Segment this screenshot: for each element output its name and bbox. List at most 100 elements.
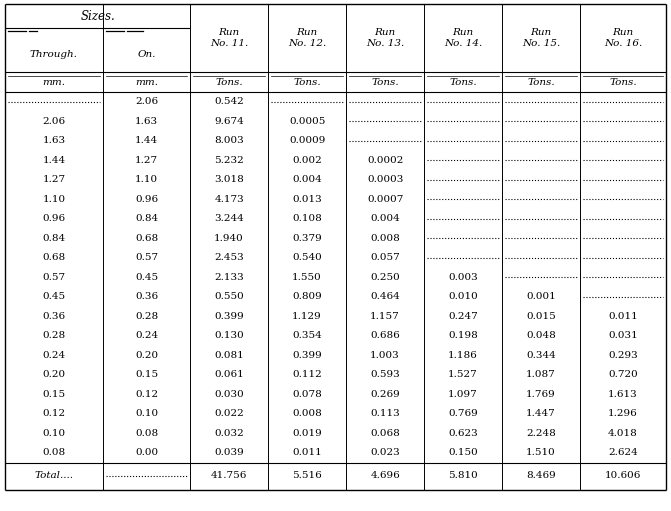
Text: 1.10: 1.10 xyxy=(42,195,66,204)
Text: 0.008: 0.008 xyxy=(370,234,400,243)
Text: 0.078: 0.078 xyxy=(292,390,322,399)
Text: 0.10: 0.10 xyxy=(135,409,158,418)
Text: 0.068: 0.068 xyxy=(370,429,400,438)
Text: 0.010: 0.010 xyxy=(448,292,478,301)
Text: 0.250: 0.250 xyxy=(370,273,400,282)
Text: 0.96: 0.96 xyxy=(42,214,66,223)
Text: 0.464: 0.464 xyxy=(370,292,400,301)
Text: 1.097: 1.097 xyxy=(448,390,478,399)
Text: 41.756: 41.756 xyxy=(211,472,248,480)
Text: 8.003: 8.003 xyxy=(214,136,244,145)
Text: 0.023: 0.023 xyxy=(370,448,400,457)
Text: 0.12: 0.12 xyxy=(135,390,158,399)
Text: 0.001: 0.001 xyxy=(526,292,556,301)
Text: 0.022: 0.022 xyxy=(214,409,244,418)
Text: 0.0007: 0.0007 xyxy=(367,195,403,204)
Text: Run
No. 13.: Run No. 13. xyxy=(366,28,404,48)
Text: 2.453: 2.453 xyxy=(214,253,244,262)
Text: 1.27: 1.27 xyxy=(42,175,66,184)
Text: 0.593: 0.593 xyxy=(370,370,400,379)
Text: Tons.: Tons. xyxy=(609,78,637,86)
Text: 4.173: 4.173 xyxy=(214,195,244,204)
Text: Tons.: Tons. xyxy=(293,78,321,86)
Text: 3.018: 3.018 xyxy=(214,175,244,184)
Text: 1.769: 1.769 xyxy=(526,390,556,399)
Text: 4.696: 4.696 xyxy=(370,472,400,480)
Text: Run
No. 14.: Run No. 14. xyxy=(444,28,482,48)
Text: 0.68: 0.68 xyxy=(42,253,66,262)
Text: 0.28: 0.28 xyxy=(135,312,158,321)
Text: 0.057: 0.057 xyxy=(370,253,400,262)
Text: 0.686: 0.686 xyxy=(370,331,400,340)
Text: 1.296: 1.296 xyxy=(608,409,638,418)
Text: 5.232: 5.232 xyxy=(214,156,244,165)
Text: Run
No. 11.: Run No. 11. xyxy=(210,28,248,48)
Text: 0.00: 0.00 xyxy=(135,448,158,457)
Text: 0.039: 0.039 xyxy=(214,448,244,457)
Text: 0.28: 0.28 xyxy=(42,331,66,340)
Text: 0.20: 0.20 xyxy=(135,351,158,360)
Text: 0.84: 0.84 xyxy=(135,214,158,223)
Text: 2.624: 2.624 xyxy=(608,448,638,457)
Text: 0.013: 0.013 xyxy=(292,195,322,204)
Text: 1.003: 1.003 xyxy=(370,351,400,360)
Text: 0.048: 0.048 xyxy=(526,331,556,340)
Text: 0.96: 0.96 xyxy=(135,195,158,204)
Text: 0.0002: 0.0002 xyxy=(367,156,403,165)
Text: 0.198: 0.198 xyxy=(448,331,478,340)
Text: 0.150: 0.150 xyxy=(448,448,478,457)
Text: 0.720: 0.720 xyxy=(608,370,638,379)
Text: 1.63: 1.63 xyxy=(135,117,158,126)
Text: 0.623: 0.623 xyxy=(448,429,478,438)
Text: 0.061: 0.061 xyxy=(214,370,244,379)
Text: 1.087: 1.087 xyxy=(526,370,556,379)
Text: 0.0003: 0.0003 xyxy=(367,175,403,184)
Text: 0.24: 0.24 xyxy=(135,331,158,340)
Text: 0.10: 0.10 xyxy=(42,429,66,438)
Text: 0.344: 0.344 xyxy=(526,351,556,360)
Text: 0.0009: 0.0009 xyxy=(289,136,325,145)
Text: 0.112: 0.112 xyxy=(292,370,322,379)
Text: 0.399: 0.399 xyxy=(292,351,322,360)
Text: 0.108: 0.108 xyxy=(292,214,322,223)
Text: 0.002: 0.002 xyxy=(292,156,322,165)
Text: 1.157: 1.157 xyxy=(370,312,400,321)
Text: 2.06: 2.06 xyxy=(135,97,158,106)
Text: 0.081: 0.081 xyxy=(214,351,244,360)
Text: 1.447: 1.447 xyxy=(526,409,556,418)
Text: 3.244: 3.244 xyxy=(214,214,244,223)
Text: 1.940: 1.940 xyxy=(214,234,244,243)
Text: 0.57: 0.57 xyxy=(42,273,66,282)
Text: 0.08: 0.08 xyxy=(135,429,158,438)
Text: 1.186: 1.186 xyxy=(448,351,478,360)
Text: 0.15: 0.15 xyxy=(42,390,66,399)
Text: Sizes.: Sizes. xyxy=(80,10,115,22)
Text: 1.129: 1.129 xyxy=(292,312,322,321)
Text: 0.008: 0.008 xyxy=(292,409,322,418)
Text: 1.27: 1.27 xyxy=(135,156,158,165)
Text: 0.540: 0.540 xyxy=(292,253,322,262)
Text: 0.08: 0.08 xyxy=(42,448,66,457)
Text: Run
No. 12.: Run No. 12. xyxy=(288,28,326,48)
Text: Tons.: Tons. xyxy=(215,78,243,86)
Text: 8.469: 8.469 xyxy=(526,472,556,480)
Text: Tons.: Tons. xyxy=(527,78,555,86)
Text: 0.269: 0.269 xyxy=(370,390,400,399)
Text: Through.: Through. xyxy=(30,50,78,58)
Text: 0.011: 0.011 xyxy=(292,448,322,457)
Text: 0.032: 0.032 xyxy=(214,429,244,438)
Text: 0.809: 0.809 xyxy=(292,292,322,301)
Text: 0.20: 0.20 xyxy=(42,370,66,379)
Text: 1.527: 1.527 xyxy=(448,370,478,379)
Text: 0.011: 0.011 xyxy=(608,312,638,321)
Text: 0.031: 0.031 xyxy=(608,331,638,340)
Text: 0.399: 0.399 xyxy=(214,312,244,321)
Text: 0.113: 0.113 xyxy=(370,409,400,418)
Text: Total....: Total.... xyxy=(34,472,73,480)
Text: 5.516: 5.516 xyxy=(292,472,322,480)
Text: 0.36: 0.36 xyxy=(135,292,158,301)
Text: 0.130: 0.130 xyxy=(214,331,244,340)
Text: 1.550: 1.550 xyxy=(292,273,322,282)
Text: 0.57: 0.57 xyxy=(135,253,158,262)
Text: 0.019: 0.019 xyxy=(292,429,322,438)
